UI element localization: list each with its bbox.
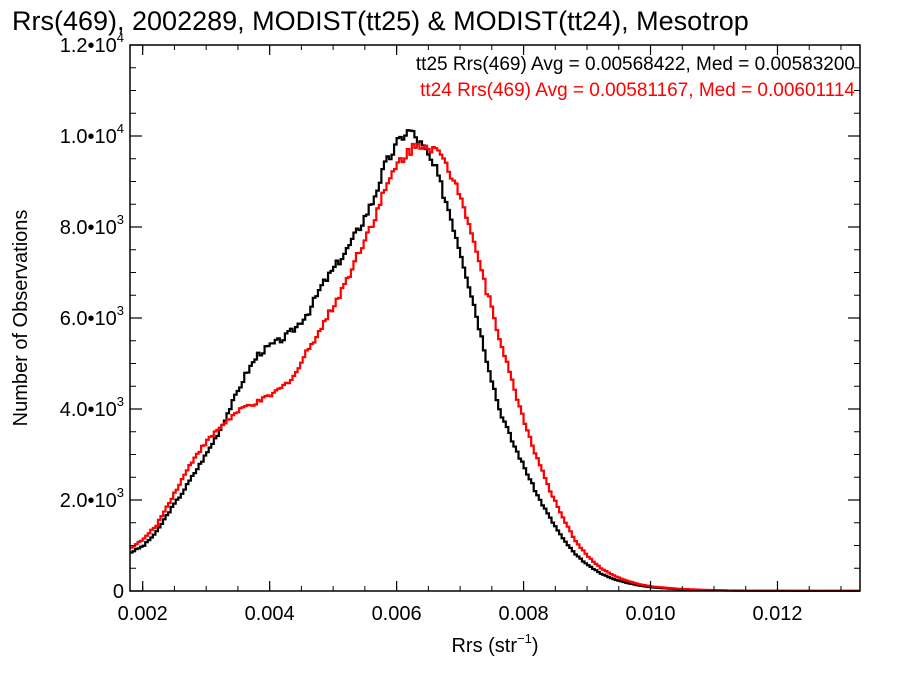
x-axis-label-end: ) <box>532 635 539 657</box>
x-tick-label: 0.010 <box>625 603 675 625</box>
y-tick-label: 2.0•103 <box>60 485 124 512</box>
y-tick-label: 1.0•104 <box>60 121 124 148</box>
y-tick-label: 8.0•103 <box>60 212 124 239</box>
x-axis-ticks: 0.002 0.004 0.006 0.008 0.010 0.012 <box>118 45 842 625</box>
series-stat-tt24: tt24 Rrs(469) Avg = 0.00581167, Med = 0.… <box>420 80 855 101</box>
series-stat-tt25: tt25 Rrs(469) Avg = 0.00568422, Med = 0.… <box>416 54 855 75</box>
y-tick-label: 1.2•104 <box>60 30 124 57</box>
x-axis-label: Rrs (str−1) <box>451 631 538 657</box>
x-tick-label: 0.002 <box>118 603 168 625</box>
y-axis-label: Number of Observations <box>10 210 32 427</box>
x-axis-label-main: Rrs (str <box>451 635 517 657</box>
x-axis-label-exponent: −1 <box>517 631 532 646</box>
chart-title: Rrs(469), 2002289, MODIST(tt25) & MODIST… <box>12 6 749 36</box>
y-axis-ticks: 0 2.0•103 4.0•103 6.0•103 8.0•103 1.0•104 1.2•… <box>60 30 860 603</box>
y-tick-label: 4.0•103 <box>60 394 124 421</box>
x-tick-label: 0.006 <box>372 603 422 625</box>
y-tick-label: 6.0•103 <box>60 303 124 330</box>
x-tick-label: 0.008 <box>499 603 549 625</box>
x-tick-label: 0.012 <box>752 603 802 625</box>
y-tick-label: 0 <box>113 581 124 603</box>
x-tick-label: 0.004 <box>245 603 295 625</box>
